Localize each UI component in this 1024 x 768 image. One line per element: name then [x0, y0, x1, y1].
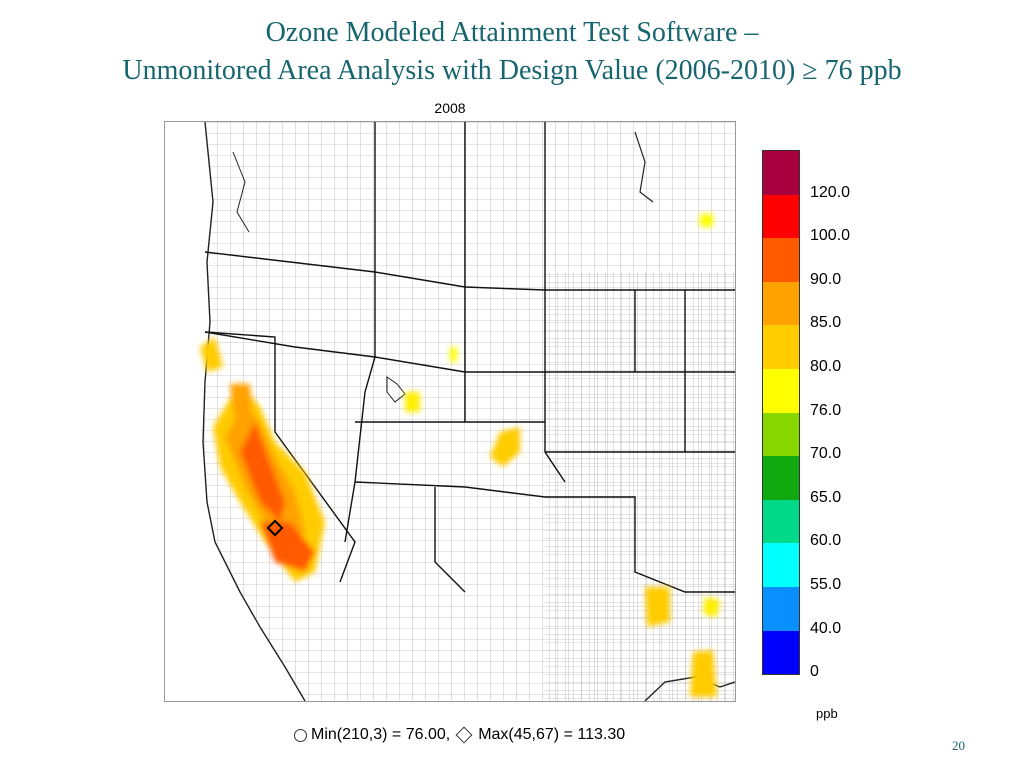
- state-boundaries: [204, 122, 735, 593]
- legend-swatch-7: [763, 456, 799, 500]
- legend-label-0: 120.0: [810, 183, 851, 201]
- legend-swatch-11: [763, 630, 799, 675]
- legend-unit: ppb: [816, 706, 838, 721]
- legend-colorbar: [762, 150, 800, 676]
- legend-swatch-8: [763, 499, 799, 544]
- page-number: 20: [952, 738, 965, 753]
- slide-title: Ozone Modeled Attainment Test Software –…: [0, 14, 1024, 90]
- lake-michigan: [634, 131, 654, 203]
- legend-swatch-6: [763, 412, 799, 457]
- min-stat: Min(210,3) = 76.00,: [311, 726, 451, 743]
- legend-swatch-2: [763, 238, 799, 282]
- max-location-diamond-icon: [266, 519, 284, 537]
- legend-label-3: 85.0: [810, 314, 842, 332]
- great-salt-lake: [386, 376, 406, 403]
- ozone-concentration-layer: [200, 214, 720, 697]
- legend-label-11: 0: [810, 663, 819, 681]
- legend-label-10: 40.0: [810, 619, 842, 637]
- legend-swatch-3: [763, 281, 799, 326]
- legend-swatch-1: [763, 194, 799, 239]
- legend-label-7: 65.0: [810, 488, 842, 506]
- circle-icon: [294, 728, 307, 742]
- legend-label-4: 80.0: [810, 358, 842, 375]
- legend-label-6: 70.0: [810, 445, 842, 463]
- legend-label-9: 55.0: [810, 576, 842, 593]
- max-stat: Max(45,67) = 113.30: [478, 726, 626, 743]
- min-max-stats: Min(210,3) = 76.00, Max(45,67) = 113.30: [294, 726, 625, 744]
- ozone-map: [164, 121, 736, 702]
- legend-label-5: 76.0: [810, 401, 842, 419]
- legend-label-1: 100.0: [810, 227, 851, 245]
- slide-title-line-1: Ozone Modeled Attainment Test Software –: [265, 17, 759, 48]
- legend-swatch-5: [763, 368, 799, 413]
- legend-label-8: 60.0: [810, 532, 842, 550]
- map-year-label: 2008: [434, 100, 466, 116]
- legend-swatch-0: [763, 151, 799, 195]
- map-svg: [200, 122, 735, 701]
- slide-title-line-2: Unmonitored Area Analysis with Design Va…: [122, 55, 902, 86]
- diamond-icon: [455, 726, 473, 744]
- legend-swatch-9: [763, 543, 799, 587]
- legend-label-2: 90.0: [810, 270, 842, 288]
- puget-sound: [232, 151, 250, 233]
- legend-swatch-4: [763, 325, 799, 369]
- legend-swatch-10: [763, 586, 799, 631]
